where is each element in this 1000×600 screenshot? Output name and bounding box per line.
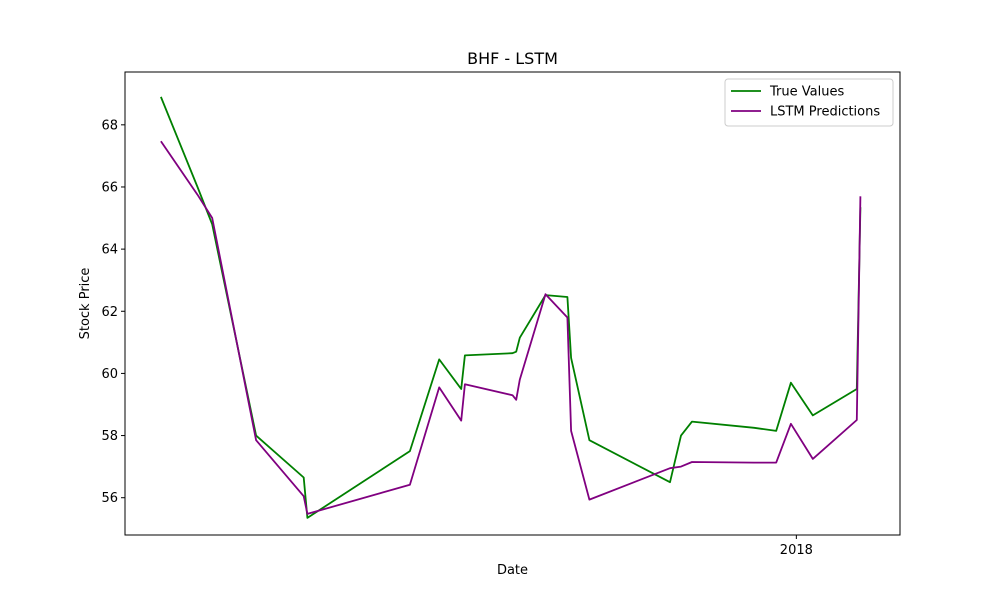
legend: True Values LSTM Predictions xyxy=(724,78,894,127)
chart-title: BHF - LSTM xyxy=(467,49,558,68)
y-tick-label: 68 xyxy=(101,118,118,133)
y-tick-label: 66 xyxy=(101,180,118,195)
series-layer xyxy=(160,96,862,519)
series-line-1 xyxy=(160,140,862,515)
plot-area-frame xyxy=(124,71,901,536)
x-axis: 2018 xyxy=(780,535,813,558)
legend-label-0: True Values xyxy=(769,85,844,100)
y-tick-label: 60 xyxy=(101,367,118,382)
y-tick-label: 58 xyxy=(101,429,118,444)
x-tick-label: 2018 xyxy=(780,543,813,558)
legend-label-1: LSTM Predictions xyxy=(770,105,880,120)
y-tick-label: 62 xyxy=(101,305,118,320)
y-axis: 56 58 60 62 64 66 68 xyxy=(101,118,125,506)
series-line-0 xyxy=(160,96,862,519)
y-tick-label: 56 xyxy=(101,491,118,506)
y-axis-label: Stock Price xyxy=(78,268,93,340)
legend-box xyxy=(724,78,894,127)
y-tick-label: 64 xyxy=(101,243,118,258)
x-axis-label: Date xyxy=(497,563,528,578)
